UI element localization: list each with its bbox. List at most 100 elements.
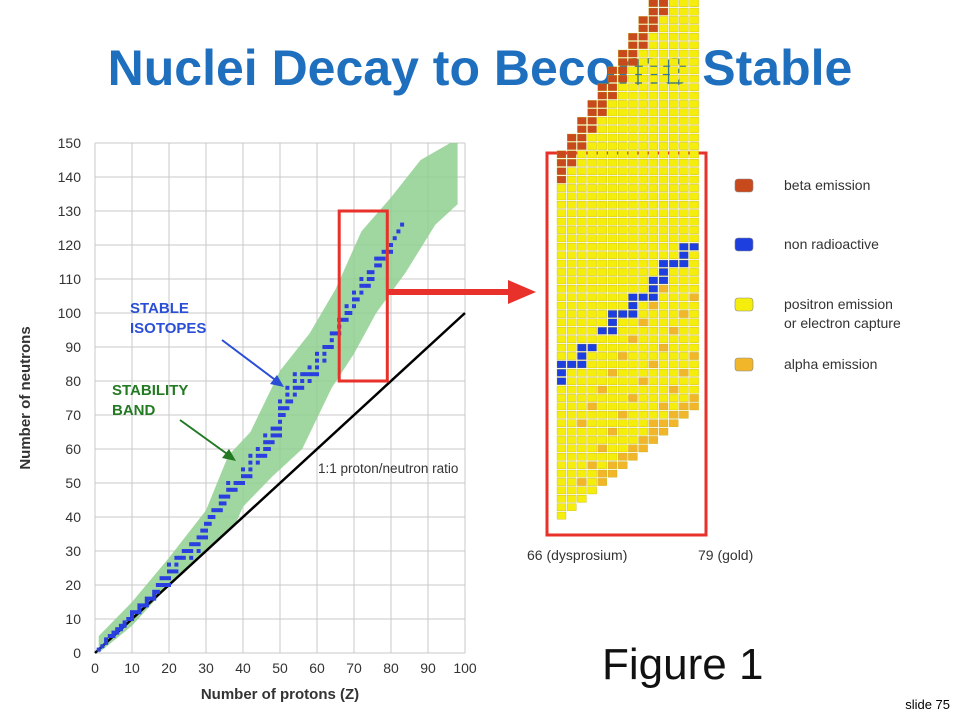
inset-cell <box>556 217 567 226</box>
inset-cell <box>577 167 587 175</box>
inset-cell <box>597 436 607 444</box>
inset-cell <box>577 486 587 495</box>
inset-cell <box>689 259 699 268</box>
stable-isotope-point <box>392 236 397 241</box>
inset-cell <box>669 377 679 385</box>
stable-isotope-point <box>233 481 238 485</box>
inset-cell <box>587 293 597 301</box>
inset-cell <box>648 243 658 251</box>
inset-x-label-right: 79 (gold) <box>698 547 753 563</box>
inset-cell <box>577 293 587 301</box>
inset-cell <box>628 83 638 91</box>
inset-cell <box>679 310 689 318</box>
stable-isotope-point <box>233 487 238 492</box>
inset-cell <box>669 402 679 411</box>
inset-cell <box>658 411 669 419</box>
stable-isotope-point <box>248 460 253 465</box>
inset-cell <box>618 444 628 453</box>
inset-cell <box>689 66 699 75</box>
inset-cell <box>577 226 587 234</box>
inset-cell <box>577 184 587 192</box>
inset-cell <box>638 83 648 91</box>
inset-cell <box>587 217 597 226</box>
inset-cell <box>577 117 587 125</box>
inset-cell <box>669 16 679 24</box>
stable-isotope-point <box>207 515 212 519</box>
inset-cell <box>689 24 699 33</box>
inset-cell <box>628 91 638 100</box>
inset-cell <box>618 243 628 251</box>
inset-x-label-left: 66 (dysprosium) <box>527 547 627 563</box>
inset-cell <box>658 58 669 66</box>
inset-cell <box>556 511 567 520</box>
inset-cell <box>689 217 699 226</box>
inset-cell <box>638 150 648 159</box>
inset-cell <box>556 394 567 402</box>
inset-cell <box>679 49 689 58</box>
stable-isotope-point <box>389 249 393 254</box>
inset-cell <box>648 66 658 75</box>
inset-cell <box>587 226 597 234</box>
inset-cell <box>669 41 679 49</box>
inset-cell <box>597 453 607 461</box>
inset-cell <box>669 142 679 150</box>
inset-cell <box>628 360 638 369</box>
inset-cell <box>597 285 607 293</box>
inset-cell <box>618 66 628 75</box>
inset-cell <box>689 142 699 150</box>
stable-isotope-point <box>315 365 319 370</box>
stable-isotope-point <box>374 263 379 268</box>
inset-cell <box>567 377 577 385</box>
stable-isotope-point <box>377 256 382 261</box>
inset-cell <box>567 217 577 226</box>
inset-cell <box>577 419 587 427</box>
inset-cell <box>618 83 628 91</box>
inset-cell <box>679 16 689 24</box>
inset-cell <box>597 293 607 301</box>
inset-cell <box>618 453 628 461</box>
inset-cell <box>648 33 658 41</box>
inset-cell <box>638 385 648 394</box>
x-tick-label: 20 <box>161 660 177 676</box>
inset-cell <box>669 234 679 243</box>
inset-cell <box>587 461 597 469</box>
inset-cell <box>648 377 658 385</box>
inset-cell <box>618 108 628 117</box>
inset-cell <box>638 201 648 209</box>
inset-cell <box>567 159 577 167</box>
inset-cell <box>556 175 567 184</box>
inset-cell <box>638 352 648 360</box>
inset-cell <box>689 251 699 259</box>
inset-cell <box>638 234 648 243</box>
inset-cell <box>628 192 638 201</box>
inset-cell <box>618 293 628 301</box>
inset-cell <box>679 377 689 385</box>
inset-cell <box>597 142 607 150</box>
inset-cell <box>658 125 669 133</box>
inset-cell <box>587 327 597 335</box>
y-tick-label: 110 <box>59 271 82 287</box>
inset-cell <box>618 436 628 444</box>
inset-cell <box>669 259 679 268</box>
inset-cell <box>658 175 669 184</box>
y-tick-label: 10 <box>65 611 81 627</box>
stable-isotope-point <box>281 413 286 417</box>
inset-cell <box>658 377 669 385</box>
stability-band-pointer <box>179 419 231 457</box>
inset-cell <box>607 419 618 427</box>
inset-cell <box>556 419 567 427</box>
inset-cell <box>638 91 648 100</box>
inset-cell <box>597 83 607 91</box>
stable-isotope-point <box>329 338 334 343</box>
inset-cell <box>679 33 689 41</box>
stable-isotope-point <box>352 290 356 295</box>
stable-isotope-point <box>329 345 334 349</box>
inset-cell <box>669 201 679 209</box>
inset-cell <box>638 243 648 251</box>
inset-cell <box>638 41 648 49</box>
stable-isotope-point <box>137 610 142 615</box>
inset-cell <box>628 58 638 66</box>
inset-cell <box>597 352 607 360</box>
inset-cell <box>679 268 689 276</box>
inset-cell <box>618 49 628 58</box>
